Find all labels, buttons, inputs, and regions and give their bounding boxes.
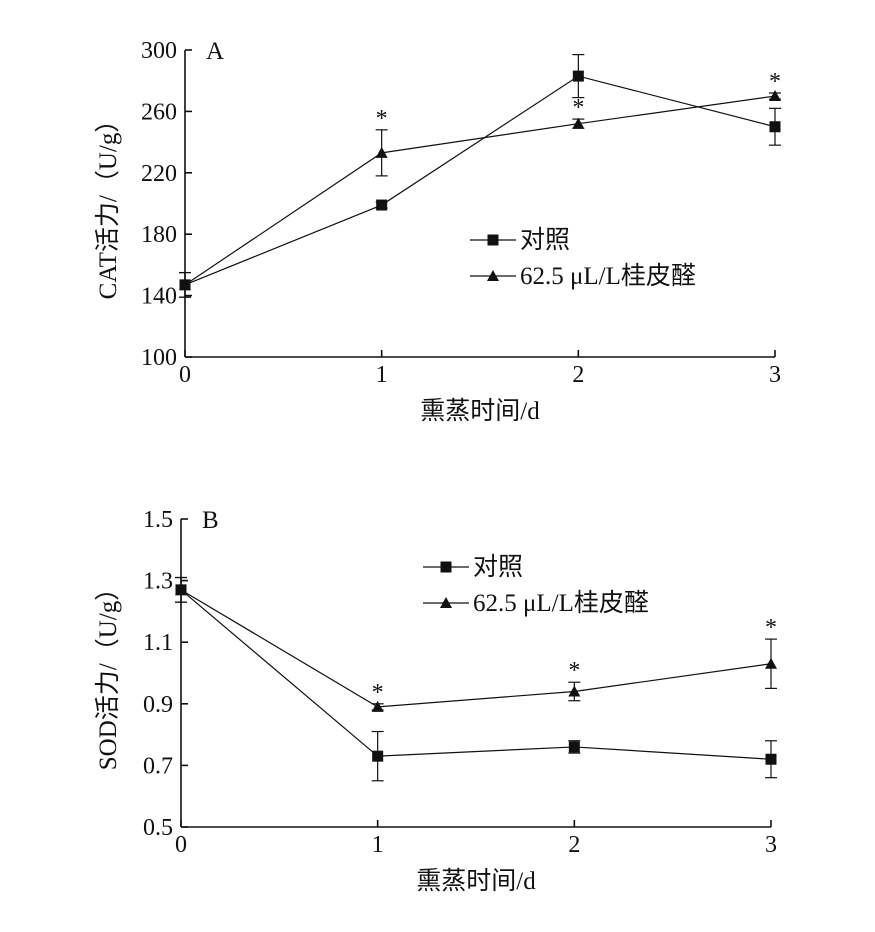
panel-label: B: [202, 507, 219, 534]
legend-entry: 62.5 μL/L桂皮醛: [423, 589, 649, 617]
data-point-triangle: [568, 685, 581, 697]
series-line: [184, 75, 776, 286]
y-tick-label: 100: [141, 345, 177, 371]
significance-marker: *: [372, 680, 384, 706]
legend-entry: 62.5 μL/L桂皮醛: [470, 262, 696, 290]
series-treatment: * * *: [179, 69, 781, 298]
y-tick-label: 0.9: [143, 692, 173, 718]
data-point-square: [572, 70, 584, 82]
series-line: [180, 589, 772, 760]
legend-marker-triangle: [440, 597, 452, 608]
y-tick-label: 0.5: [143, 815, 173, 841]
significance-marker: *: [572, 95, 584, 121]
data-point-square: [769, 121, 781, 133]
series-line: [184, 95, 776, 286]
data-point-square: [568, 741, 580, 753]
legend-entry: 对照: [470, 226, 570, 254]
legend-marker-square: [440, 561, 452, 573]
legend-label: 62.5 μL/L桂皮醛: [520, 262, 696, 290]
x-axis-title: 熏蒸时间/d: [420, 397, 540, 425]
significance-marker: *: [376, 106, 388, 132]
y-tick-label: 1.1: [143, 630, 173, 656]
data-point-triangle: [572, 117, 585, 129]
legend-label: 对照: [473, 553, 523, 581]
data-point-square: [376, 199, 388, 211]
series-control: [179, 54, 781, 298]
x-tick-label: 3: [765, 832, 777, 858]
significance-marker: *: [769, 69, 781, 95]
y-tick-label: 220: [141, 161, 177, 187]
y-tick-label: 300: [141, 38, 177, 64]
y-tick-label: 140: [141, 284, 177, 310]
x-tick-label: 2: [572, 362, 584, 388]
y-axis-title: SOD活力/（U/g）: [94, 576, 122, 770]
x-tick-label: 1: [372, 832, 384, 858]
y-tick-label: 0.7: [143, 753, 173, 779]
x-tick-label: 0: [175, 832, 187, 858]
chart-panel-b: 0.5 0.7 0.9 1.1 1.3 1.5 0 1 2 3 熏蒸时间/d SOD活力/（U/g） B…: [94, 507, 777, 895]
legend-marker-square: [487, 234, 499, 246]
y-tick-label: 1.5: [143, 507, 173, 533]
legend-label: 62.5 μL/L桂皮醛: [473, 589, 649, 617]
y-tick-label: 260: [141, 99, 177, 125]
x-tick-label: 0: [179, 362, 191, 388]
y-tick-label: 180: [141, 222, 177, 248]
significance-marker: *: [765, 615, 777, 641]
legend-entry: 对照: [423, 553, 523, 581]
data-point-square: [765, 753, 777, 765]
legend-marker-triangle: [487, 270, 499, 281]
data-point-triangle: [179, 278, 191, 290]
y-axis-title: CAT活力/（U/g）: [94, 108, 122, 300]
x-tick-label: 1: [376, 362, 388, 388]
data-point-square: [372, 750, 384, 762]
y-tick-label: 1.3: [143, 569, 173, 595]
significance-marker: *: [568, 658, 580, 684]
data-point-triangle: [175, 583, 187, 595]
x-tick-label: 2: [568, 832, 580, 858]
legend-label: 对照: [520, 226, 570, 254]
data-point-triangle: [769, 90, 781, 102]
x-tick-label: 3: [769, 362, 781, 388]
series-treatment: * * *: [175, 576, 777, 712]
data-point-triangle: [375, 146, 388, 158]
panel-label: A: [206, 38, 224, 65]
chart-panel-a: 100 140 180 220 260 300 0 1 2 3 熏蒸时间/d CAT活力/（U/g） A…: [94, 38, 781, 425]
data-point-triangle: [371, 700, 384, 712]
series-line: [180, 589, 772, 708]
x-axis-title: 熏蒸时间/d: [416, 867, 536, 895]
data-point-triangle: [765, 657, 777, 669]
